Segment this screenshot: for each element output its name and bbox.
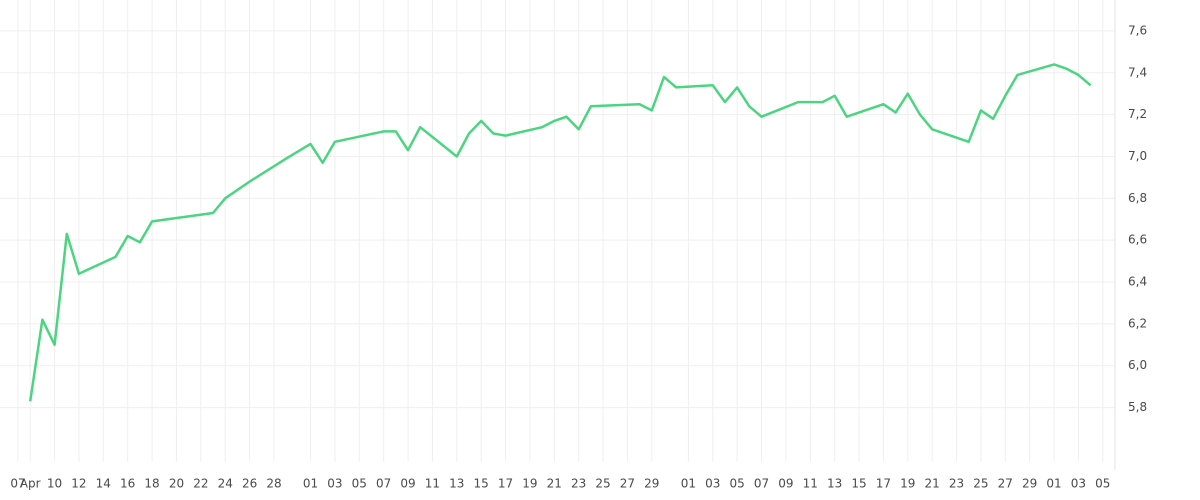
x-tick-label: 03	[1071, 477, 1086, 491]
x-tick-label: 16	[120, 477, 135, 491]
x-tick-label: 09	[778, 477, 793, 491]
y-tick-label: 6,0	[1128, 358, 1147, 372]
x-tick-label: 17	[876, 477, 891, 491]
y-tick-label: 7,2	[1128, 107, 1147, 121]
x-tick-label: 01	[681, 477, 696, 491]
x-tick-label: 21	[547, 477, 562, 491]
x-tick-label: 25	[595, 477, 610, 491]
x-tick-label: 28	[266, 477, 281, 491]
x-tick-label: 19	[522, 477, 537, 491]
x-tick-label: 13	[827, 477, 842, 491]
y-tick-label: 6,4	[1128, 275, 1147, 289]
x-tick-label: 14	[96, 477, 111, 491]
x-tick-label: 11	[425, 477, 440, 491]
x-tick-label: 17	[498, 477, 513, 491]
price-line	[28, 63, 1092, 402]
y-tick-label: 6,2	[1128, 316, 1147, 330]
x-tick-label: 07	[376, 477, 391, 491]
x-tick-label: 07	[10, 477, 25, 491]
x-tick-label: 20	[169, 477, 184, 491]
x-tick-label: 22	[193, 477, 208, 491]
x-tick-label: 09	[400, 477, 415, 491]
x-tick-label: 21	[925, 477, 940, 491]
x-tick-label: 18	[144, 477, 159, 491]
x-tick-label: 29	[1022, 477, 1037, 491]
x-tick-label: 24	[218, 477, 233, 491]
x-tick-label: 03	[327, 477, 342, 491]
x-tick-label: 01	[303, 477, 318, 491]
y-tick-label: 7,4	[1128, 65, 1147, 79]
y-tick-label: 6,6	[1128, 233, 1147, 247]
x-tick-label: 27	[998, 477, 1013, 491]
x-tick-label: 26	[242, 477, 257, 491]
y-tick-label: 5,8	[1128, 400, 1147, 414]
x-tick-label: 03	[705, 477, 720, 491]
x-tick-label: 05	[730, 477, 745, 491]
x-tick-label: 11	[803, 477, 818, 491]
y-tick-label: 7,6	[1128, 23, 1147, 37]
x-tick-label: 27	[620, 477, 635, 491]
x-tick-label: 05	[1095, 477, 1110, 491]
x-tick-label: 23	[571, 477, 586, 491]
x-tick-label: 19	[900, 477, 915, 491]
x-tick-label: 13	[449, 477, 464, 491]
x-tick-label: 12	[71, 477, 86, 491]
y-tick-label: 7,0	[1128, 149, 1147, 163]
x-tick-label: 05	[352, 477, 367, 491]
x-tick-label: 10	[47, 477, 62, 491]
y-tick-label: 6,8	[1128, 191, 1147, 205]
x-tick-label: 29	[644, 477, 659, 491]
x-tick-label: Apr	[20, 477, 41, 491]
x-tick-label: 15	[851, 477, 866, 491]
x-tick-label: 23	[949, 477, 964, 491]
x-tick-label: 01	[1046, 477, 1061, 491]
x-tick-label: 15	[474, 477, 489, 491]
x-tick-label: 07	[754, 477, 769, 491]
x-tick-label: 25	[973, 477, 988, 491]
